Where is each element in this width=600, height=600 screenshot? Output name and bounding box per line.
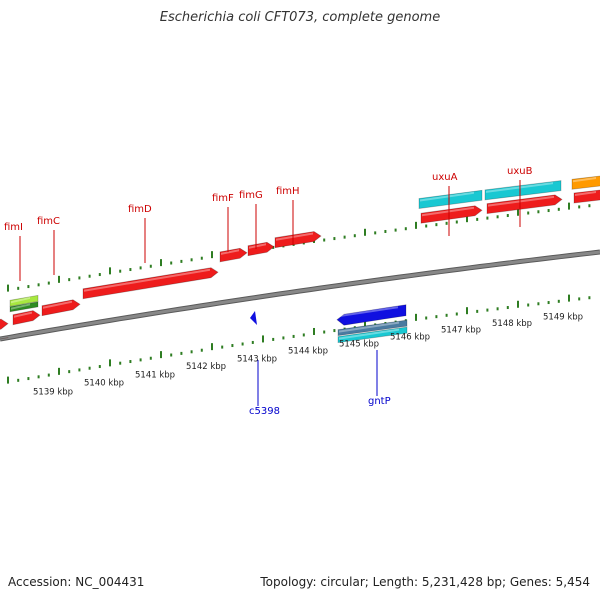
gene-label-c5398: c5398 [249, 406, 280, 417]
gene-label-uxuA: uxuA [432, 172, 458, 183]
feature-highlight [276, 232, 313, 241]
gene-arrow [0, 337, 9, 340]
gene-arrow-uxuA [420, 205, 483, 224]
gene-block [337, 326, 408, 344]
feature-highlight [14, 311, 32, 318]
kbp-label: 5147 kbp [441, 326, 481, 336]
kbp-label: 5149 kbp [543, 313, 583, 323]
feature-highlight [249, 243, 266, 249]
accession-text: Accession: NC_004431 [8, 575, 145, 589]
gene-arrow-fimG [247, 241, 275, 257]
gene-arrow-uxuB [486, 194, 563, 215]
kbp-label: 5139 kbp [33, 387, 73, 397]
gene-block [9, 294, 39, 307]
feature-highlight [11, 296, 30, 304]
gene-label-fimI: fimI [4, 222, 23, 233]
gene-block-uxuB [484, 180, 562, 201]
kbp-label: 5141 kbp [135, 370, 175, 380]
genome-backbone [0, 249, 600, 342]
feature-highlight [420, 191, 474, 202]
gene-arrow [41, 299, 81, 317]
gene-block [337, 319, 408, 337]
label-layer: 5139 kbp 5140 kbp 5141 kbp 5142 kbp 5143 kbp… [4, 166, 583, 417]
feature-highlight [84, 268, 210, 292]
kbp-label: 5142 kbp [186, 362, 226, 372]
gene-label-fimG: fimG [239, 190, 263, 201]
gene-label-fimH: fimH [276, 186, 300, 197]
feature-highlight [575, 191, 596, 196]
gene-block [9, 301, 39, 313]
gene-label-fimF: fimF [212, 193, 234, 204]
gene-block-uxuA [418, 189, 483, 209]
inner-tick-track [7, 294, 591, 384]
gene-label-uxuB: uxuB [507, 166, 533, 177]
gene-block [571, 175, 600, 190]
feature-layer [0, 175, 600, 344]
kbp-label: 5144 kbp [288, 347, 328, 357]
feature-highlight [339, 328, 399, 340]
kbp-label: 5145 kbp [339, 339, 379, 349]
feature-highlight [221, 249, 239, 255]
kbp-label: 5140 kbp [84, 379, 124, 389]
feature-highlight [488, 195, 554, 207]
kbp-label: 5143 kbp [237, 354, 277, 364]
feature-highlight [43, 300, 72, 309]
feature-highlight [11, 303, 30, 310]
gene-label-fimD: fimD [128, 204, 152, 215]
gene-label-gntP: gntP [368, 396, 391, 407]
feature-highlight [422, 206, 474, 217]
gene-arrow-fimF [219, 247, 248, 263]
gene-arrow-fimC-region [12, 310, 41, 326]
gene-arrow-c5398 [250, 311, 257, 325]
genome-summary-text: Topology: circular; Length: 5,231,428 bp… [260, 575, 590, 589]
gene-arrow-gntP [336, 304, 407, 326]
feature-highlight [338, 306, 398, 318]
gene-label-fimC: fimC [37, 216, 60, 227]
outer-tick-track [7, 202, 591, 292]
kbp-label: 5146 kbp [390, 332, 430, 342]
gene-arrow-fimD [82, 267, 219, 300]
gene-arrow [573, 189, 600, 204]
kbp-label: 5148 kbp [492, 319, 532, 329]
feature-highlight [573, 177, 596, 183]
backbone-line [0, 250, 600, 341]
feature-highlight [339, 321, 399, 333]
gene-arrow-fimH [274, 231, 322, 249]
gene-arrow [0, 318, 9, 330]
map-title: Escherichia coli CFT073, complete genome [159, 10, 441, 25]
